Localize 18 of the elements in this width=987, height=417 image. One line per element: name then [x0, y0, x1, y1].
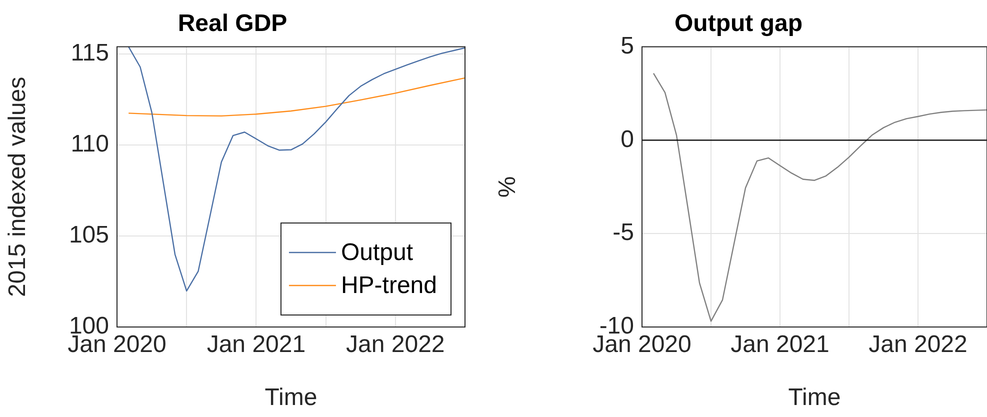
- chart-title: Real GDP: [178, 10, 288, 38]
- y-tick-label: 110: [70, 130, 109, 158]
- y-axis-title: 2015 indexed values: [4, 76, 32, 297]
- x-tick-label: Jan 2021: [730, 331, 830, 358]
- x-axis-title: Time: [788, 384, 841, 412]
- y-tick-label: 0: [620, 126, 634, 153]
- x-tick-label: Jan 2021: [206, 331, 306, 358]
- y-tick-label: 5: [620, 32, 634, 60]
- y-axis-title: %: [494, 176, 522, 198]
- legend-label: HP-trend: [340, 272, 438, 300]
- chart-title: Output gap: [674, 10, 802, 38]
- x-tick-label: Jan 2022: [346, 331, 445, 358]
- x-tick-label: Jan 2022: [868, 331, 968, 358]
- legend-label: Output: [340, 239, 414, 266]
- y-tick-label: 115: [70, 40, 109, 67]
- x-axis-title: Time: [264, 384, 318, 412]
- y-tick-label: 105: [68, 222, 109, 249]
- y-tick-label: -5: [612, 219, 634, 246]
